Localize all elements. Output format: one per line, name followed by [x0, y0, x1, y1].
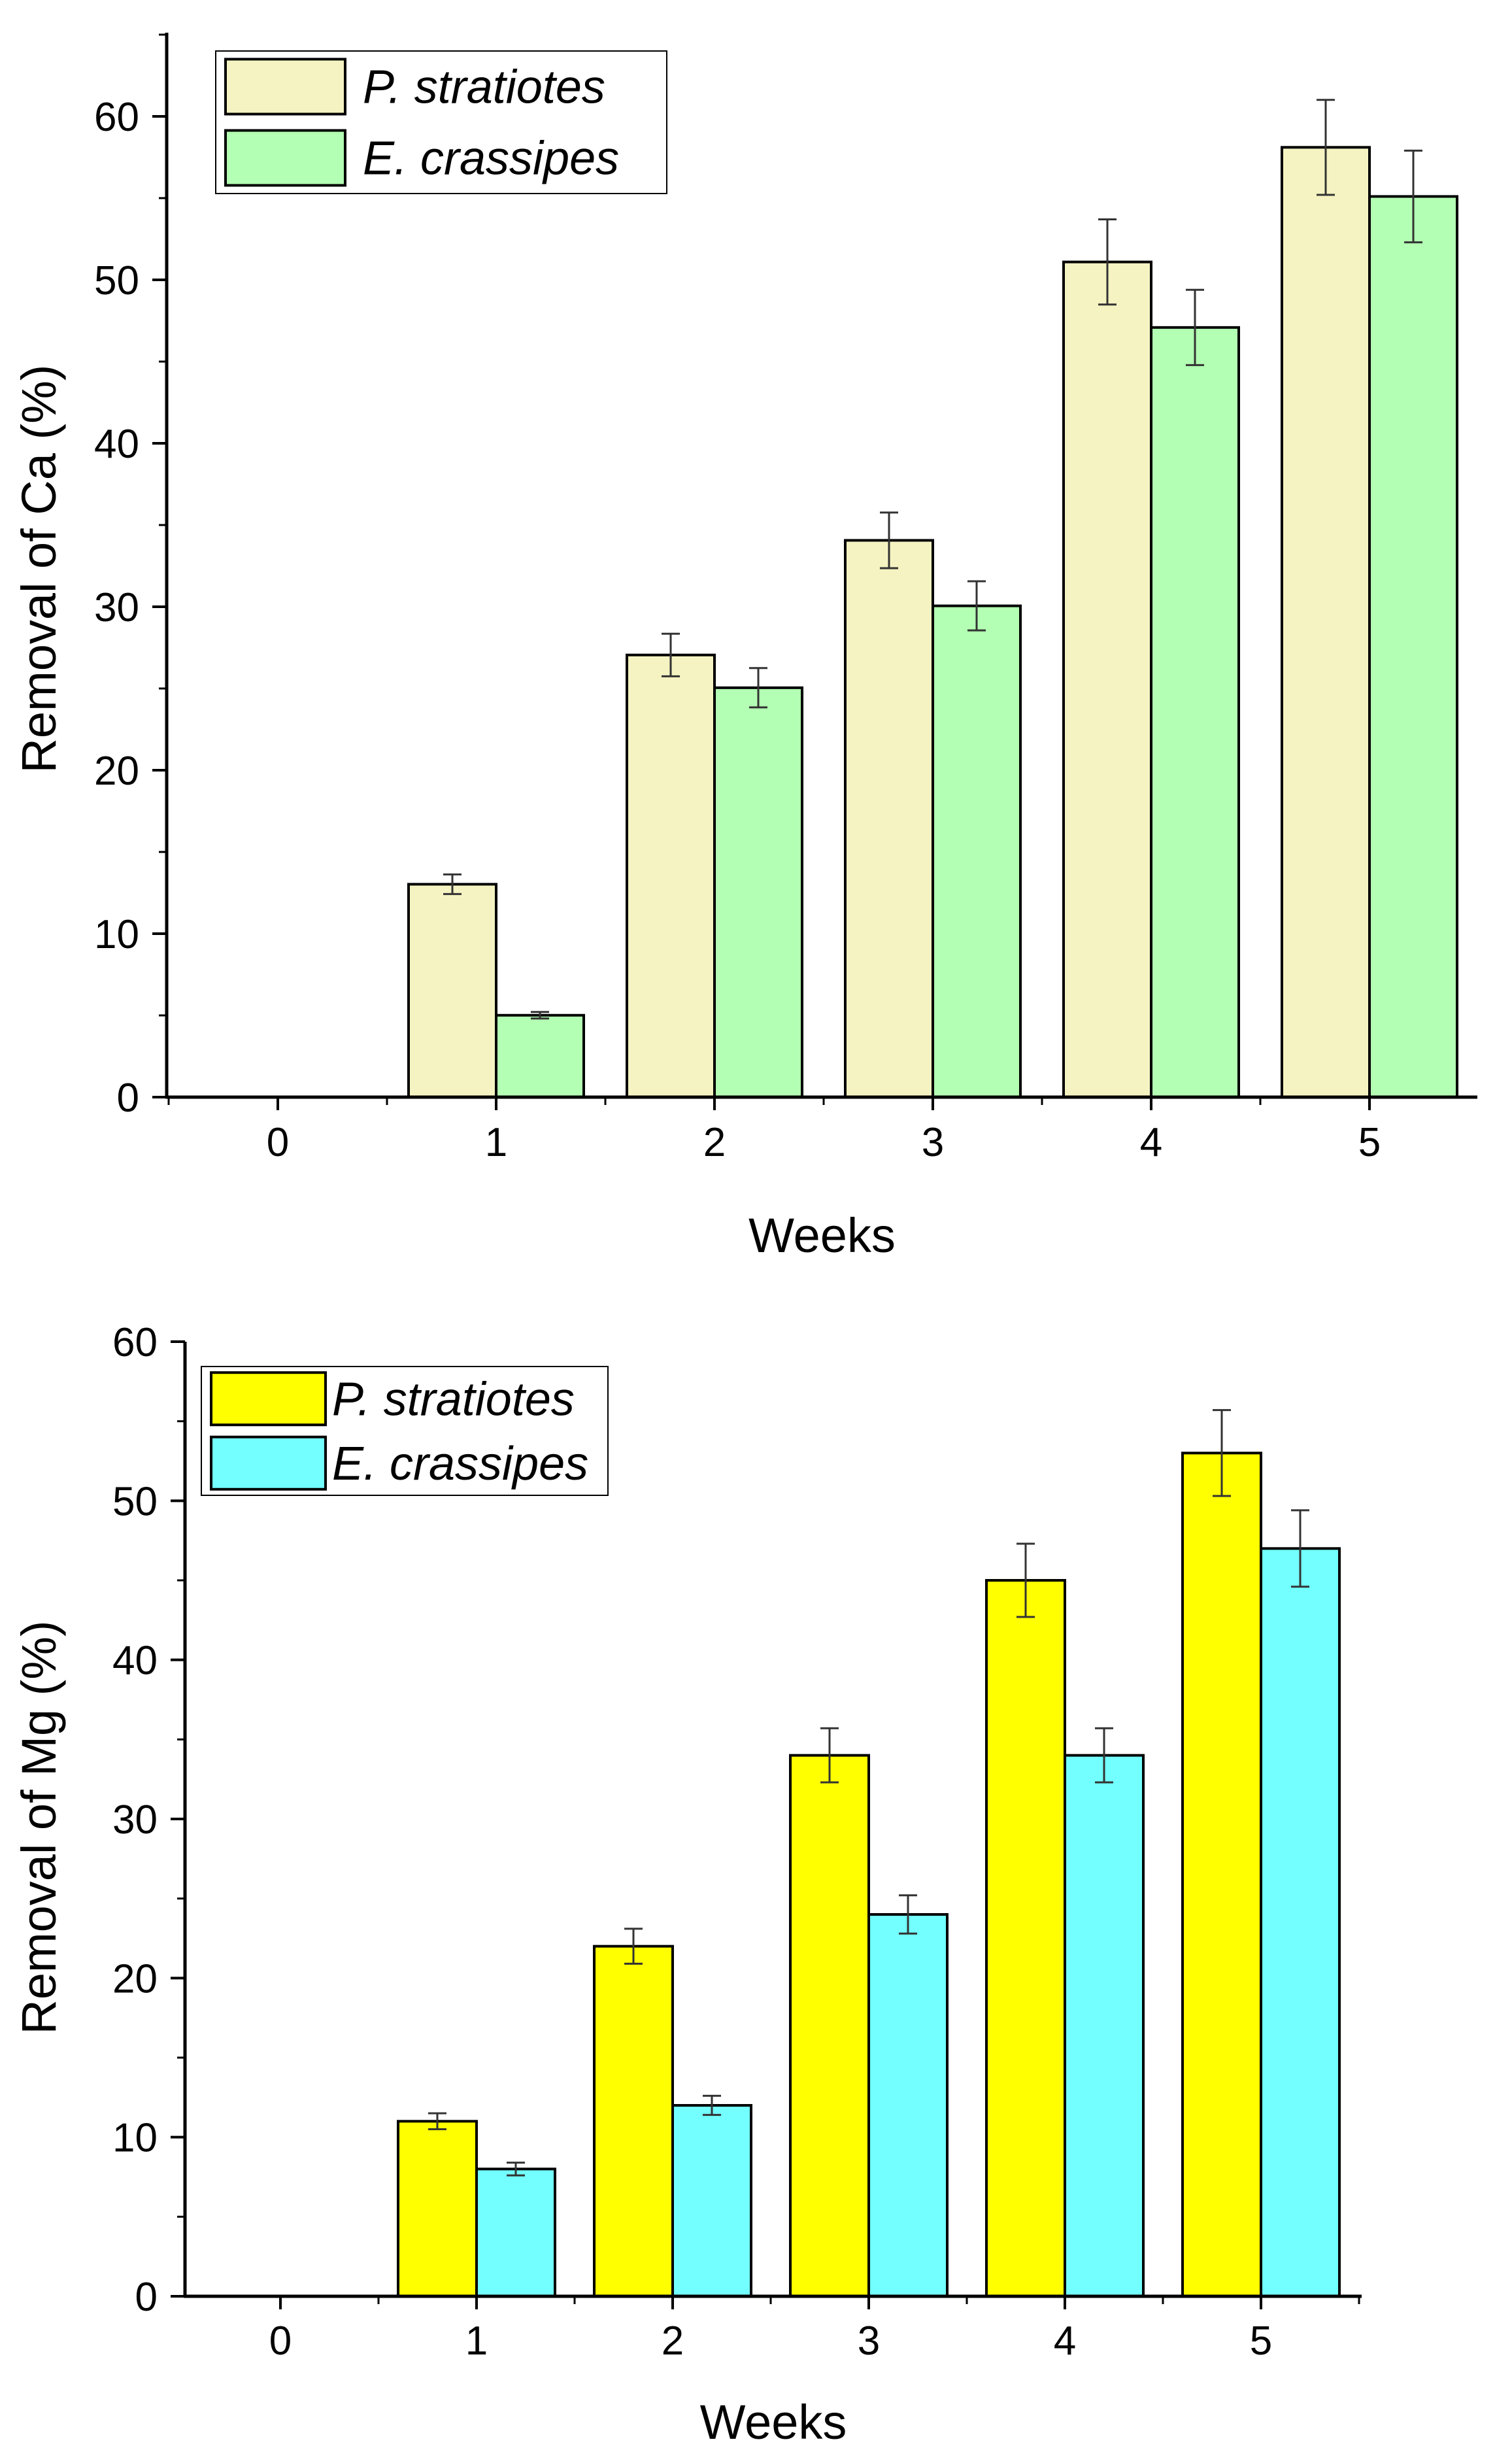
y-tick-label: 10: [94, 912, 139, 957]
bar: [626, 653, 716, 1098]
y-tick-label: 0: [135, 2275, 158, 2320]
bar: [1281, 146, 1371, 1098]
y-tick-label: 0: [117, 1076, 139, 1121]
legend-label: P. stratiotes: [332, 1373, 575, 1425]
legend-label: E. crassipes: [363, 133, 619, 185]
bar: [1260, 1547, 1341, 2298]
y-tick-label: 10: [112, 2116, 158, 2161]
x-tick-label: 3: [922, 1120, 944, 1165]
x-tick-label: 4: [1140, 1120, 1162, 1165]
chart-2: 0 10 20 30 40 50 60 0 1 2 3 4 5 Weeks Removal of Mg (%…: [12, 1320, 1362, 2449]
y-tick-label: 20: [94, 749, 139, 794]
bar: [867, 1913, 949, 2298]
y-axis-title: Removal of Ca (%): [12, 364, 66, 773]
legend: P. stratiotes E. crassipes: [215, 50, 667, 194]
x-tick-label: 4: [1054, 2319, 1076, 2364]
y-tick-label: 50: [94, 258, 139, 303]
legend-swatch: [210, 1371, 327, 1427]
x-tick-label: 0: [269, 2319, 292, 2364]
bar: [671, 2104, 752, 2298]
legend-swatch: [224, 58, 346, 116]
legend: P. stratiotes E. crassipes: [201, 1366, 609, 1496]
y-tick-label: 60: [112, 1320, 158, 1365]
bar: [1062, 260, 1152, 1099]
bar: [407, 883, 497, 1099]
legend-label: P. stratiotes: [363, 61, 605, 114]
y-tick-label: 60: [94, 95, 139, 140]
x-tick-label: 2: [703, 1120, 726, 1165]
x-tick-label: 5: [1250, 2319, 1272, 2364]
bar: [789, 1754, 870, 2298]
y-axis-title: Removal of Mg (%): [12, 1620, 66, 2034]
x-tick-label: 0: [267, 1120, 289, 1165]
x-tick-label: 2: [662, 2319, 684, 2364]
y-tick-label: 30: [94, 585, 139, 630]
x-tick-label: 1: [465, 2319, 488, 2364]
legend-swatch: [210, 1435, 327, 1491]
bar: [1064, 1754, 1145, 2298]
y-tick-label: 50: [112, 1479, 158, 1524]
bar: [1150, 326, 1240, 1098]
legend-swatch: [224, 129, 346, 187]
bar: [932, 604, 1022, 1098]
x-tick-label: 1: [485, 1120, 507, 1165]
bar: [397, 2120, 478, 2298]
x-tick-label: 3: [858, 2319, 880, 2364]
y-tick-label: 40: [94, 422, 139, 467]
x-tick-label: 5: [1358, 1120, 1381, 1165]
bar: [844, 539, 934, 1098]
bar: [495, 1013, 585, 1099]
y-tick-label: 20: [112, 1956, 158, 2001]
x-axis-title: Weeks: [748, 1208, 896, 1263]
chart-1: 0 10 20 30 40 50 60 0 1 2 3 4 5 Weeks Removal of Ca (%…: [12, 33, 1477, 1263]
x-axis-title: Weeks: [700, 2395, 847, 2449]
bar: [985, 1579, 1066, 2298]
legend-label: E. crassipes: [332, 1438, 588, 1490]
bar: [475, 2167, 556, 2298]
bar: [713, 686, 803, 1099]
bar: [1368, 195, 1458, 1098]
y-tick-label: 30: [112, 1797, 158, 1843]
bar: [1181, 1452, 1262, 2298]
y-tick-label: 40: [112, 1639, 158, 1684]
bar: [593, 1945, 674, 2298]
